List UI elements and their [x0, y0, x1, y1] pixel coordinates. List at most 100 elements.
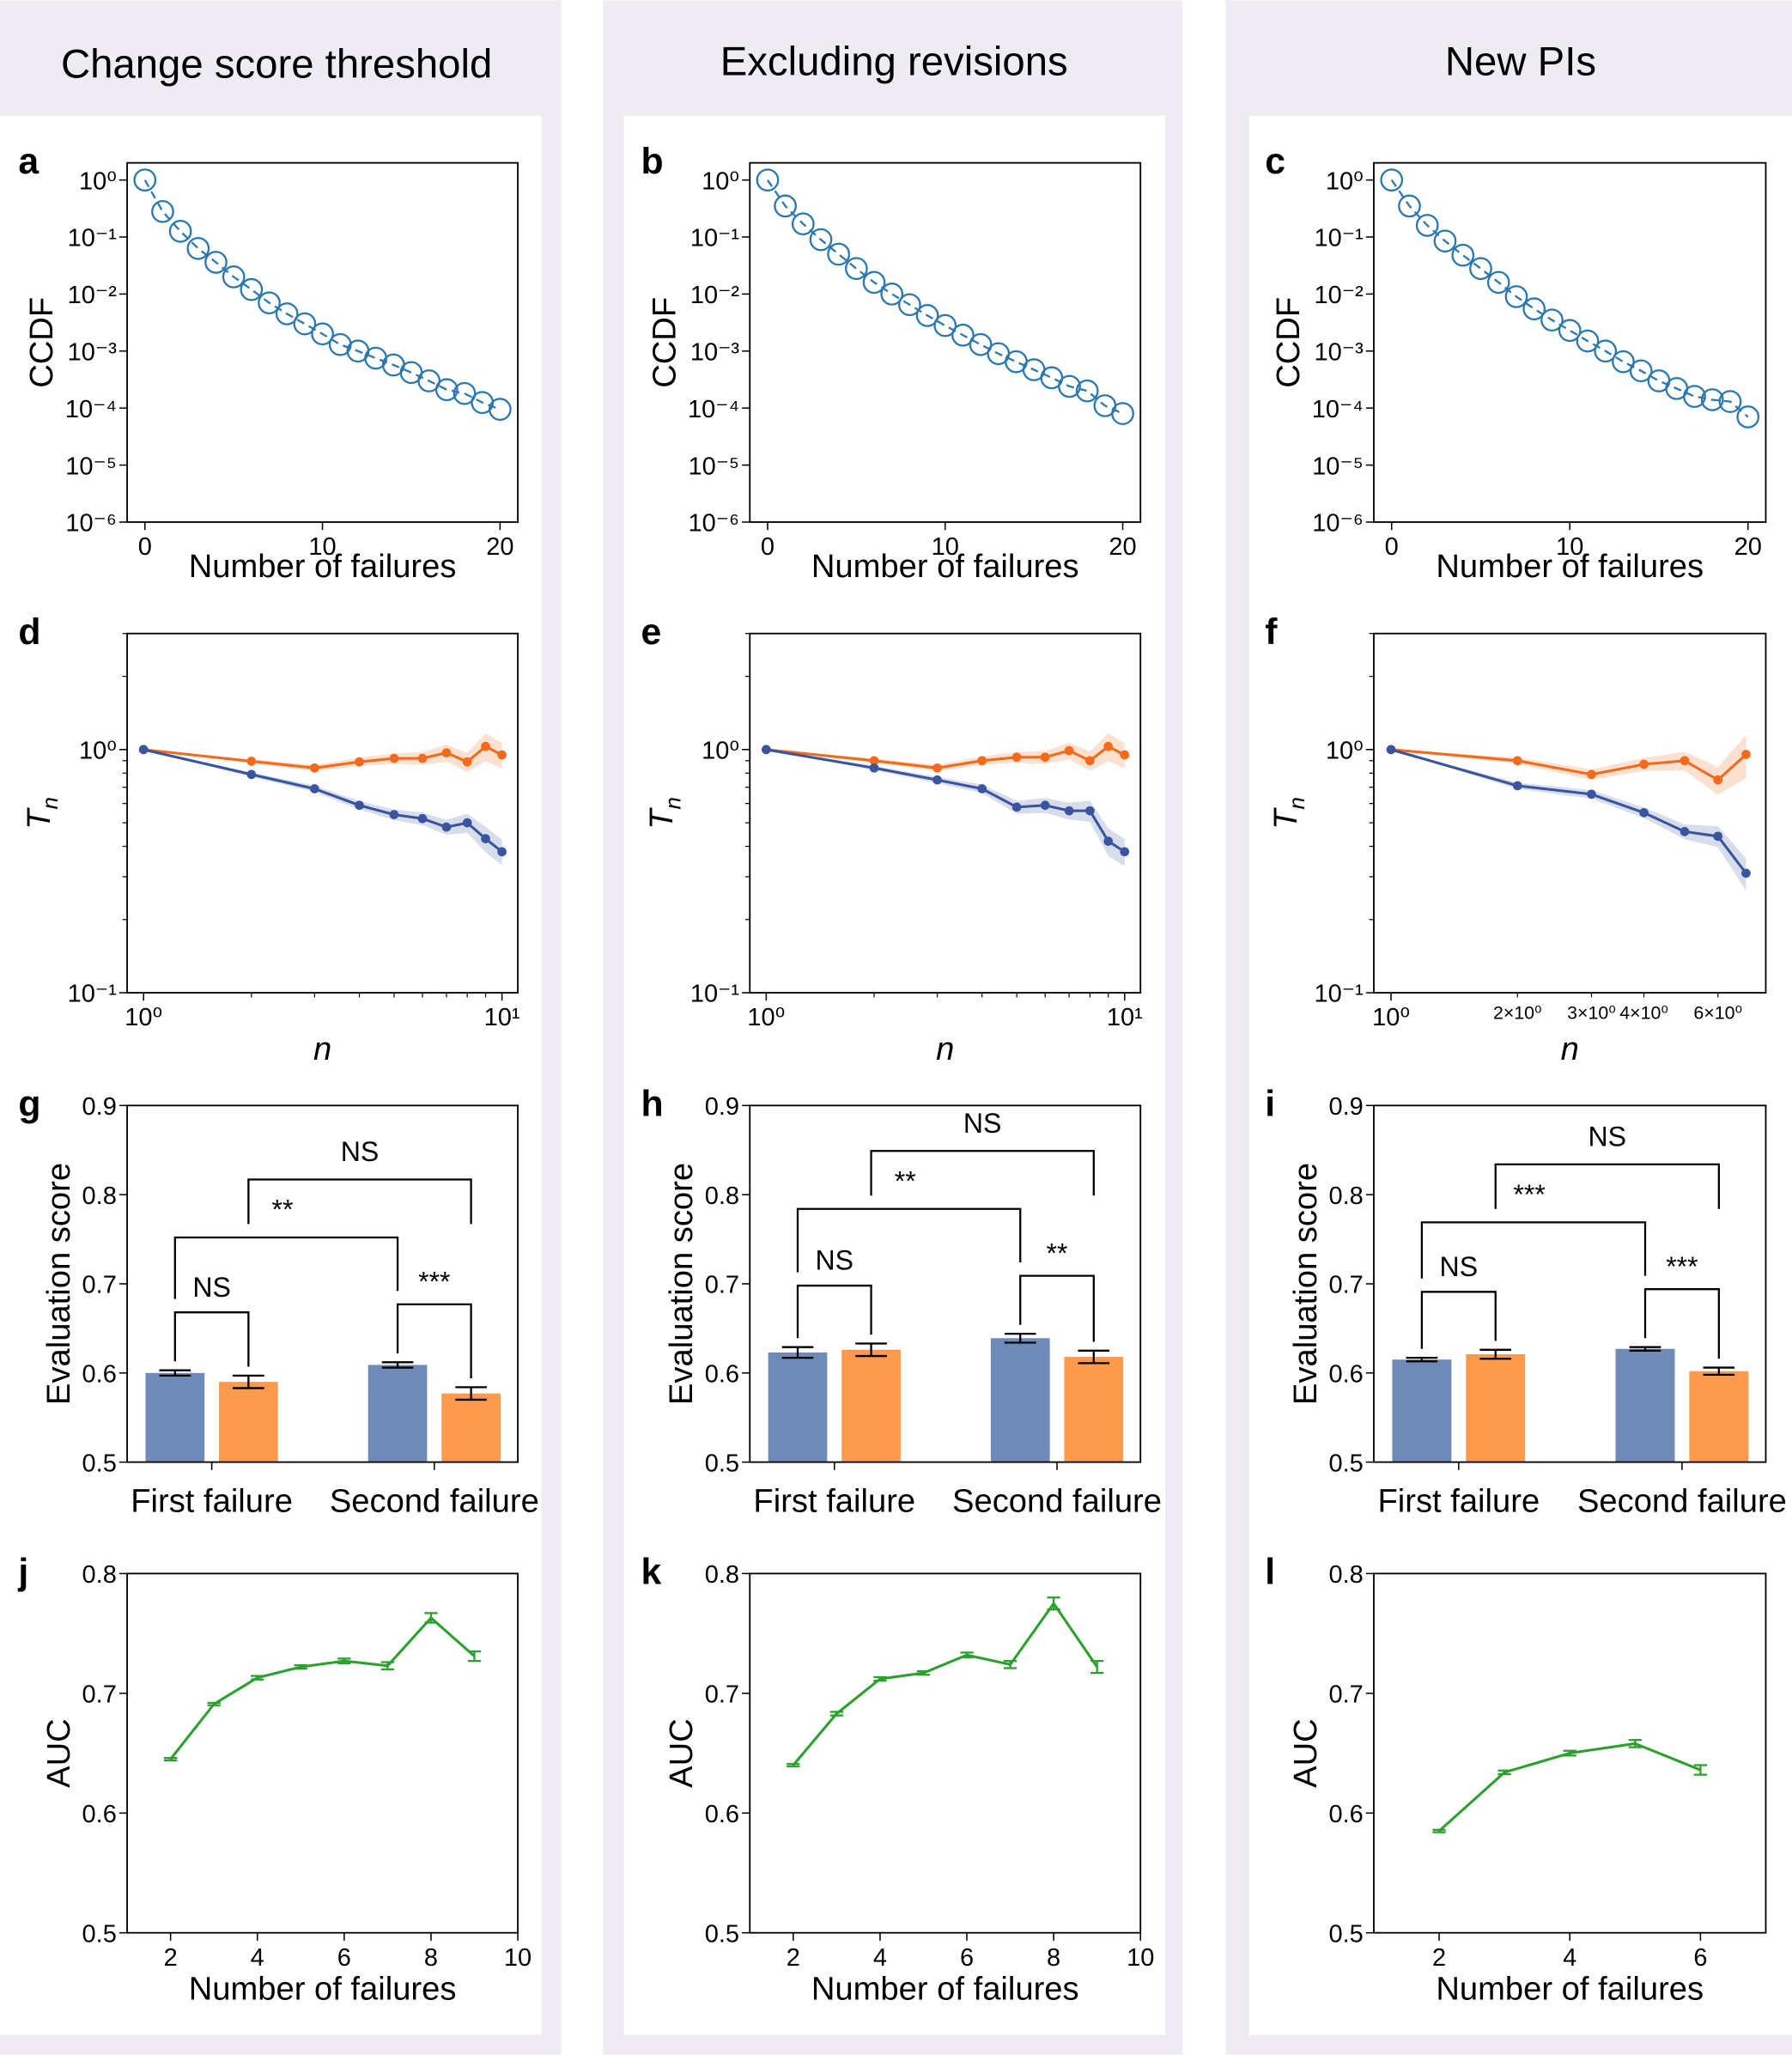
y-tick-label: 10⁻¹ — [68, 981, 118, 1008]
series-point — [1103, 741, 1114, 751]
x-axis-label: n — [1561, 1031, 1579, 1067]
panel-label: j — [17, 1552, 28, 1593]
y-tick-label: 0.8 — [705, 1183, 739, 1210]
ccdf-point — [1683, 385, 1706, 408]
bar — [145, 1372, 205, 1462]
ccdf-point — [951, 323, 975, 347]
x-tick-label: 20 — [486, 533, 513, 561]
y-axis-label: CCDF — [646, 297, 683, 388]
series-point — [1040, 800, 1050, 811]
x-tick-label: 3×10⁰ — [1567, 1003, 1616, 1024]
series-point — [1713, 775, 1723, 785]
y-tick-label: 10⁻¹ — [1315, 225, 1364, 252]
axes-frame — [1373, 1572, 1767, 1934]
y-tick-label: 10⁻³ — [1315, 338, 1364, 366]
series-point — [1011, 752, 1022, 763]
y-tick-label: 0.7 — [1328, 1681, 1363, 1708]
ccdf-point — [168, 219, 192, 243]
x-tick-label: 10 — [932, 533, 959, 561]
column-title-1: Change score threshold — [61, 41, 492, 87]
series-point — [1639, 759, 1649, 769]
y-tick-label: 0.8 — [82, 1561, 117, 1589]
panel-c: c 10⁻⁶ 10⁻⁵ 10⁻⁴ 10⁻³ 10⁻² 10⁻¹ 10⁰ 0 10 20 Number … — [1265, 141, 1767, 585]
auc-line — [792, 1601, 1098, 1766]
x-axis-label: Number of failures — [811, 1971, 1079, 2008]
y-axis-label: Evaluation score — [1287, 1163, 1324, 1405]
significance-label: *** — [418, 1267, 450, 1298]
x-axis-label: n — [313, 1031, 331, 1067]
y-tick-label: 10⁻² — [690, 282, 740, 309]
ccdf-point — [756, 168, 780, 192]
y-tick-label: 0.6 — [705, 1801, 739, 1828]
y-tick-label: 10⁻⁵ — [65, 453, 117, 480]
y-tick-label: 10⁻¹ — [690, 981, 740, 1008]
y-tick-label: 10⁻¹ — [690, 225, 740, 252]
axes-frame — [126, 161, 519, 523]
y-tick-label: 10⁻⁶ — [689, 510, 740, 538]
ccdf-point — [827, 242, 851, 266]
y-tick-label: 10⁰ — [702, 167, 739, 195]
ccdf-point — [933, 313, 957, 337]
panel-area-1 — [0, 115, 542, 2035]
significance-bracket — [173, 1311, 250, 1367]
panel-h: h 0.5 0.6 0.7 0.8 0.9 First failure Second fail… — [641, 1084, 1162, 1520]
x-tick-label: 2 — [164, 1944, 178, 1972]
ccdf-point — [1504, 285, 1528, 308]
x-tick-label: 8 — [1047, 1944, 1060, 1972]
x-axis-label: Number of failures — [189, 548, 457, 585]
y-axis-label: CCDF — [23, 297, 60, 388]
fit-line — [1390, 179, 1749, 418]
series-point — [1040, 752, 1050, 763]
significance-bracket — [1494, 1163, 1720, 1209]
panel-area-2 — [623, 115, 1166, 2035]
ccdf-point — [453, 381, 477, 405]
ccdf-point — [1380, 168, 1404, 192]
series-point — [762, 745, 771, 755]
significance-bracket — [396, 1303, 472, 1379]
confidence-band — [1391, 735, 1746, 795]
category-label: First failure — [753, 1483, 915, 1520]
y-tick-label: 10⁰ — [1326, 167, 1364, 195]
panel-j: j 0.5 0.6 0.7 0.8 2 4 6 8 10 Number of failures AUC — [17, 1552, 532, 2008]
significance-bracket — [1420, 1291, 1497, 1349]
ccdf-point — [1058, 374, 1081, 398]
ccdf-point — [1558, 319, 1582, 343]
y-tick-label: 0.5 — [705, 1450, 739, 1477]
significance-label: ** — [1047, 1237, 1068, 1268]
y-tick-label: 0.7 — [705, 1681, 739, 1708]
series-point — [481, 834, 490, 843]
ccdf-point — [1415, 214, 1439, 237]
bar — [219, 1382, 278, 1462]
y-tick-label: 0.7 — [82, 1272, 117, 1299]
ccdf-point — [1540, 308, 1564, 332]
ccdf-point — [275, 302, 299, 325]
ccdf-point — [1469, 257, 1492, 281]
x-axis-label: Number of failures — [189, 1971, 457, 2008]
confidence-band — [143, 733, 502, 772]
series-point — [1011, 802, 1022, 812]
ccdf-point — [1522, 297, 1546, 320]
ccdf-point — [1576, 329, 1600, 353]
significance-bracket — [870, 1150, 1095, 1196]
y-tick-label: 10⁻⁴ — [688, 396, 739, 423]
auc-line — [169, 1615, 476, 1760]
axes-frame — [749, 1104, 1142, 1463]
series-line — [143, 745, 503, 769]
y-tick-label: 10⁰ — [79, 738, 117, 765]
ccdf-point — [844, 257, 868, 281]
bar — [441, 1393, 501, 1462]
panel-label: f — [1265, 611, 1278, 653]
series-point — [1103, 836, 1114, 846]
series-point — [1587, 789, 1596, 800]
ccdf-point — [133, 168, 157, 192]
y-tick-label: 0.5 — [1328, 1450, 1363, 1477]
bar — [1466, 1353, 1526, 1462]
y-tick-label: 0.6 — [705, 1360, 739, 1388]
y-tick-label: 10⁻³ — [690, 338, 740, 366]
category-label: Second failure — [952, 1483, 1162, 1520]
x-axis-label: Number of failures — [811, 548, 1079, 585]
series-point — [355, 800, 364, 811]
panel-g: g 0.5 0.6 0.7 0.8 0.9 First failure Second fail… — [18, 1084, 538, 1520]
series-point — [246, 769, 257, 780]
